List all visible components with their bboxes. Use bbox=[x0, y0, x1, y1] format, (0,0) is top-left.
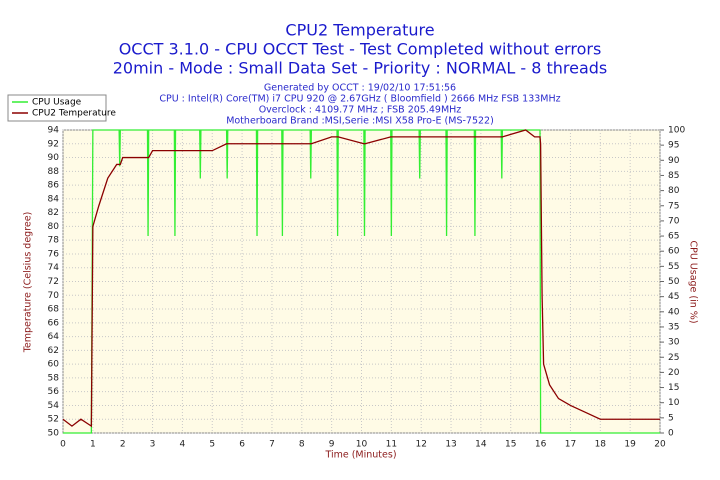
y-tick-label: 64 bbox=[48, 332, 60, 342]
y-tick-label: 92 bbox=[48, 139, 59, 149]
x-tick-label: 0 bbox=[60, 440, 66, 450]
x-tick-label: 17 bbox=[565, 440, 576, 450]
y2-tick-label: 55 bbox=[668, 262, 679, 272]
y-tick-label: 70 bbox=[48, 291, 60, 301]
y-tick-label: 54 bbox=[48, 401, 60, 411]
chart-subtitle: OCCT 3.1.0 - CPU OCCT Test - Test Comple… bbox=[119, 40, 602, 59]
y-tick-label: 74 bbox=[48, 263, 60, 273]
y-tick-label: 58 bbox=[48, 373, 60, 383]
y-tick-label: 88 bbox=[48, 167, 60, 177]
y-tick-label: 56 bbox=[48, 387, 60, 397]
y2-tick-label: 90 bbox=[668, 156, 680, 166]
y-tick-label: 84 bbox=[48, 194, 60, 204]
y2-axis-label: CPU Usage (in %) bbox=[688, 240, 699, 323]
x-tick-label: 12 bbox=[415, 440, 426, 450]
x-tick-label: 20 bbox=[654, 440, 666, 450]
y2-tick-label: 100 bbox=[668, 126, 685, 136]
y2-tick-label: 70 bbox=[668, 216, 680, 226]
x-tick-label: 19 bbox=[624, 440, 636, 450]
y2-tick-label: 30 bbox=[668, 338, 680, 348]
y2-tick-label: 0 bbox=[668, 429, 674, 439]
series-line bbox=[63, 129, 660, 434]
x-tick-label: 11 bbox=[386, 440, 397, 450]
x-tick-label: 4 bbox=[180, 440, 186, 450]
y2-tick-label: 35 bbox=[668, 322, 679, 332]
x-tick-label: 6 bbox=[239, 440, 245, 450]
y2-tick-label: 75 bbox=[668, 201, 679, 211]
y2-tick-label: 20 bbox=[668, 368, 680, 378]
y2-tick-label: 45 bbox=[668, 292, 679, 302]
info-line: Motherboard Brand :MSI,Serie :MSI X58 Pr… bbox=[226, 116, 494, 127]
y2-tick-label: 80 bbox=[668, 186, 680, 196]
y2-tick-label: 40 bbox=[668, 307, 680, 317]
series-line bbox=[62, 129, 660, 428]
y-tick-label: 76 bbox=[48, 249, 60, 259]
y2-tick-label: 5 bbox=[668, 413, 674, 423]
y-tick-label: 60 bbox=[48, 360, 60, 370]
y2-tick-label: 85 bbox=[668, 171, 679, 181]
info-line: Overclock : 4109.77 MHz ; FSB 205.49MHz bbox=[259, 105, 462, 116]
y2-tick-label: 10 bbox=[668, 398, 680, 408]
legend-label: CPU2 Temperature bbox=[32, 109, 116, 119]
x-tick-label: 13 bbox=[445, 440, 456, 450]
x-tick-label: 9 bbox=[329, 440, 335, 450]
y-tick-label: 78 bbox=[48, 236, 60, 246]
x-tick-label: 1 bbox=[90, 440, 96, 450]
x-tick-label: 16 bbox=[535, 440, 547, 450]
y2-tick-label: 15 bbox=[668, 383, 679, 393]
x-tick-label: 5 bbox=[209, 440, 215, 450]
y2-tick-label: 60 bbox=[668, 247, 680, 257]
x-tick-label: 3 bbox=[150, 440, 156, 450]
y-tick-label: 50 bbox=[48, 429, 60, 439]
x-axis-label: Time (Minutes) bbox=[324, 450, 396, 461]
y2-tick-label: 25 bbox=[668, 353, 679, 363]
x-tick-label: 10 bbox=[356, 440, 368, 450]
y-axis-label: Temperature (Celsius degree) bbox=[23, 212, 34, 354]
x-tick-label: 8 bbox=[299, 440, 305, 450]
x-tick-label: 7 bbox=[269, 440, 275, 450]
y-tick-label: 72 bbox=[48, 277, 59, 287]
y-tick-label: 86 bbox=[48, 181, 60, 191]
y2-tick-label: 65 bbox=[668, 232, 679, 242]
legend-label: CPU Usage bbox=[32, 98, 82, 108]
y2-tick-label: 50 bbox=[668, 277, 680, 287]
y-tick-label: 66 bbox=[48, 318, 60, 328]
y-tick-label: 68 bbox=[48, 305, 60, 315]
chart-title: CPU2 Temperature bbox=[285, 21, 434, 40]
y-tick-label: 90 bbox=[48, 153, 60, 163]
x-tick-label: 2 bbox=[120, 440, 126, 450]
x-tick-label: 14 bbox=[475, 440, 487, 450]
y-tick-label: 80 bbox=[48, 222, 60, 232]
chart-subtitle: 20min - Mode : Small Data Set - Priority… bbox=[113, 59, 608, 78]
y-tick-label: 94 bbox=[48, 126, 60, 136]
y-tick-label: 82 bbox=[48, 208, 59, 218]
y2-tick-label: 95 bbox=[668, 141, 679, 151]
x-tick-label: 15 bbox=[505, 440, 516, 450]
y-tick-label: 62 bbox=[48, 346, 59, 356]
y-tick-label: 52 bbox=[48, 415, 59, 425]
legend-box bbox=[7, 94, 107, 122]
x-tick-label: 18 bbox=[595, 440, 607, 450]
info-line: Generated by OCCT : 19/02/10 17:51:56 bbox=[264, 83, 456, 94]
info-line: CPU : Intel(R) Core(TM) i7 CPU 920 @ 2.6… bbox=[159, 94, 560, 105]
